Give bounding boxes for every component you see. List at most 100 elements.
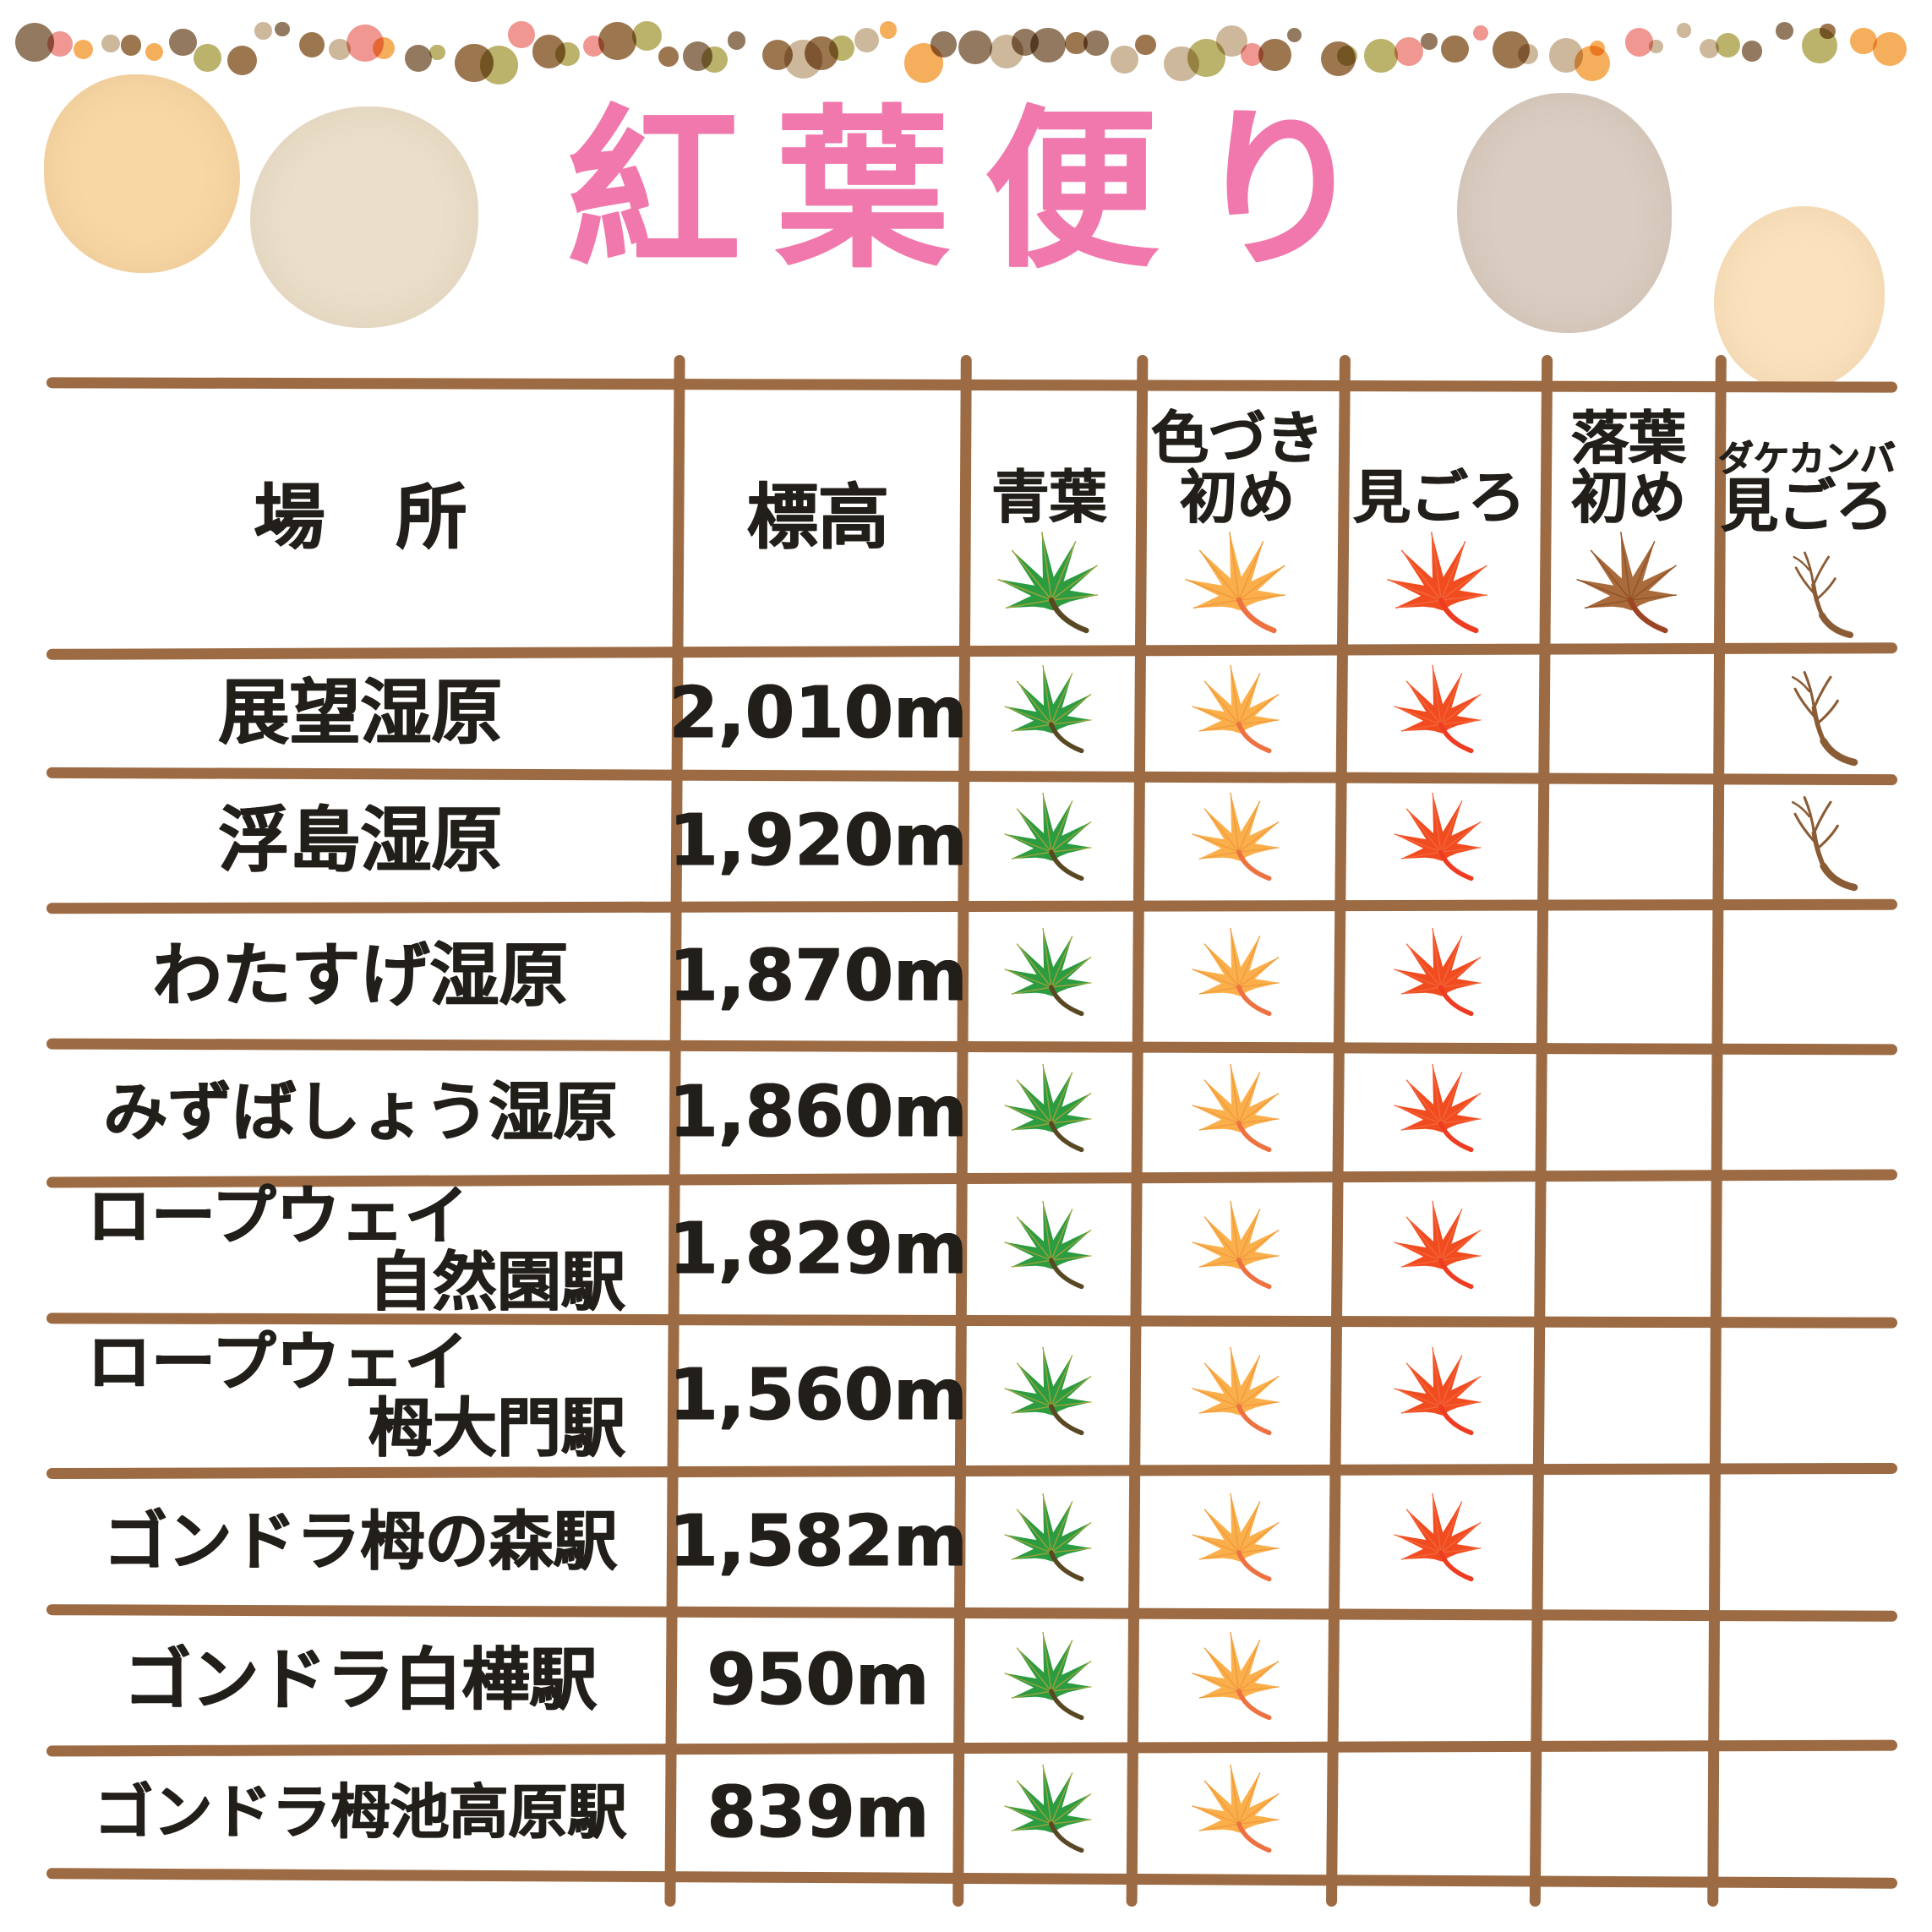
elevation-cell: 839m <box>674 1748 962 1878</box>
stage-cell <box>962 1613 1137 1748</box>
place-cell: ゴンドラ栂の森駅 <box>46 1471 674 1613</box>
elevation-cell: 1,829m <box>669 1178 967 1320</box>
stage-cell <box>1137 776 1338 906</box>
stage-cell <box>1137 1748 1338 1878</box>
stage-cell <box>1338 1320 1541 1471</box>
confetti-dot <box>1676 23 1692 39</box>
stage-header-label: 落葉 初め <box>1571 410 1686 527</box>
watercolor-circle <box>1457 93 1672 333</box>
confetti-dot <box>1030 27 1066 63</box>
red-maple-leaf-icon <box>1382 919 1497 1034</box>
page-title: 紅葉便り <box>567 90 1402 292</box>
elevation-value: 1,860m <box>669 1070 968 1154</box>
stage-header-label-line: 初め <box>1570 464 1686 532</box>
place-name: 浮島湿原 <box>218 799 503 882</box>
header-cell-rakuyou-hajime: 落葉 初め <box>1541 385 1716 651</box>
elevation-value: 1,870m <box>669 934 968 1018</box>
stage-cell <box>962 1748 1137 1878</box>
red-maple-leaf-icon <box>1382 1484 1497 1599</box>
confetti-dot <box>727 30 746 50</box>
confetti-dot <box>1873 31 1907 66</box>
red-maple-leaf-icon <box>1382 1055 1497 1170</box>
elevation-cell: 1,870m <box>669 906 967 1046</box>
bare-branch-icon <box>1748 781 1866 899</box>
header-cell-migoro: 見ごろ <box>1338 385 1541 651</box>
place-cell: わたすげ湿原 <box>46 906 674 1046</box>
place-name: ゴンドラ栂池高原駅 <box>94 1777 627 1847</box>
watercolor-circle <box>44 74 240 273</box>
red-maple-leaf-icon <box>1382 1192 1497 1307</box>
confetti-dot <box>274 21 290 37</box>
elevation-cell: 950m <box>674 1613 962 1748</box>
header-cell-aoba: 青葉 <box>962 385 1137 651</box>
stage-cell <box>1137 1046 1338 1178</box>
green-maple-leaf-icon <box>992 1755 1107 1870</box>
place-cell: ゴンドラ栂池高原駅 <box>46 1748 674 1878</box>
place-cell: ロープウェイ 栂大門駅 <box>46 1320 674 1471</box>
elevation-value: 1,560m <box>669 1353 968 1437</box>
orange-maple-leaf-icon <box>1180 783 1295 898</box>
green-maple-leaf-icon <box>992 1484 1107 1599</box>
place-name: 展望湿原 <box>218 671 503 755</box>
confetti-dot <box>1336 46 1357 67</box>
confetti-dot <box>145 43 164 62</box>
place-name-line: 栂大門駅 <box>368 1390 625 1465</box>
orange-maple-leaf-icon <box>1180 1484 1295 1599</box>
stage-cell <box>962 906 1137 1046</box>
place-name: わたすげ湿原 <box>152 936 569 1017</box>
stage-header-label-line: 落葉 <box>1570 406 1686 473</box>
confetti-dot <box>658 46 679 67</box>
header-cell-irozuki-hajime: 色づき 初め <box>1137 385 1338 651</box>
confetti-dot <box>1083 30 1110 57</box>
stage-cell <box>1338 776 1541 906</box>
stage-cell <box>962 1178 1137 1320</box>
elevation-value: 950m <box>707 1638 930 1722</box>
green-maple-leaf-icon <box>992 1623 1107 1738</box>
place-name-line: ロープウェイ <box>87 1324 469 1400</box>
confetti-dot <box>879 21 898 39</box>
elevation-cell: 2,010m <box>669 651 967 776</box>
confetti-dot <box>1624 28 1654 57</box>
stage-header-label-line: 色づき <box>1150 406 1323 473</box>
place-name-line: 自然園駅 <box>368 1244 625 1319</box>
stage-cell <box>1137 906 1338 1046</box>
place-cell: 浮島湿原 <box>46 776 674 906</box>
stage-header-label-line: 初め <box>1179 464 1295 532</box>
confetti-dot <box>854 27 879 52</box>
confetti-dot <box>958 30 993 65</box>
place-cell: ゴンドラ白樺駅 <box>46 1613 674 1748</box>
confetti-dot <box>1715 33 1740 58</box>
stage-header-label-line: 見ごろ <box>1720 472 1893 540</box>
confetti-dot <box>1258 38 1291 71</box>
confetti-dot <box>73 39 94 60</box>
stage-cell <box>1338 651 1541 776</box>
elevation-cell: 1,920m <box>669 776 967 906</box>
confetti-dot <box>298 31 325 57</box>
stage-cell <box>962 1046 1137 1178</box>
elevation-value: 1,920m <box>669 799 968 882</box>
place-cell: ロープウェイ 自然園駅 <box>46 1178 674 1320</box>
place-cell: 展望湿原 <box>46 651 674 776</box>
orange-maple-leaf-icon <box>1171 521 1303 653</box>
confetti-dot <box>47 31 74 57</box>
stage-cell <box>1716 651 1897 776</box>
elevation-value: 2,010m <box>669 671 968 755</box>
confetti-dot <box>101 34 120 52</box>
confetti-dot <box>120 35 142 56</box>
stage-header-label: 見ごろ <box>1353 468 1525 527</box>
stage-cell <box>962 1320 1137 1471</box>
stage-cell <box>1137 1613 1338 1748</box>
header-cell-elevation: 標高 <box>674 385 962 651</box>
green-maple-leaf-icon <box>992 1055 1107 1170</box>
confetti-dot <box>598 21 637 60</box>
confetti-dot <box>194 44 221 73</box>
confetti-dot <box>1364 39 1398 73</box>
confetti-dot <box>404 44 433 73</box>
bare-branch-icon <box>1748 656 1866 774</box>
place-name: ゴンドラ白樺駅 <box>123 1640 598 1720</box>
confetti-dot <box>1287 27 1302 42</box>
confetti-dot <box>632 21 662 52</box>
confetti-dot <box>1820 23 1836 40</box>
red-maple-leaf-icon <box>1382 656 1497 771</box>
